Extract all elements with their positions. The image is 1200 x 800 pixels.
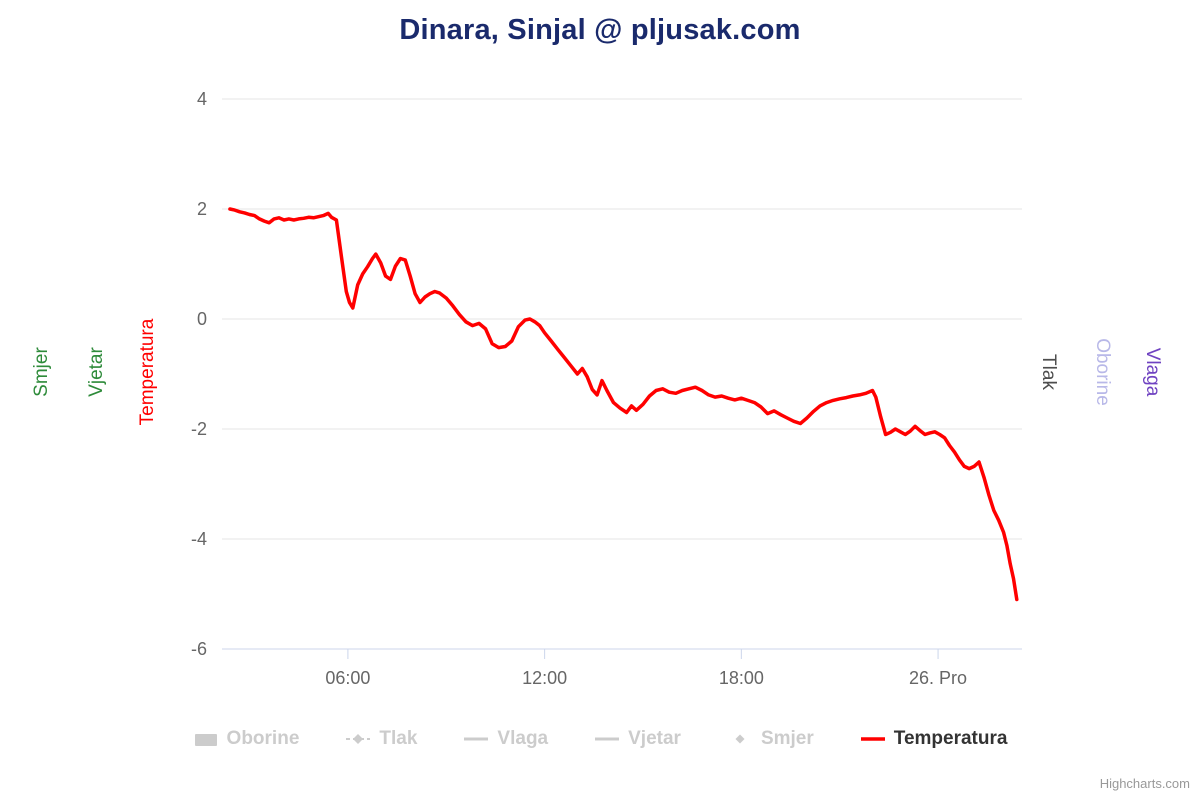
x-axis-label: 18:00: [719, 668, 764, 688]
legend-label: Vlaga: [497, 728, 549, 749]
x-axis-label: 12:00: [522, 668, 567, 688]
legend-label: Smjer: [760, 728, 814, 749]
y-axis-label: -4: [191, 529, 207, 549]
axis-title-vlaga: Vlaga: [1142, 347, 1163, 397]
highcharts-credit-link[interactable]: Highcharts.com: [1099, 776, 1190, 791]
diamond-marker-icon: [735, 734, 745, 744]
line-swatch-icon: [860, 737, 885, 741]
legend-item-tlak[interactable]: Tlak: [345, 728, 417, 750]
legend-label: Temperatura: [893, 728, 1008, 749]
y-axis-label: -2: [191, 419, 207, 439]
axis-title-temperatura: Temperatura: [137, 318, 158, 426]
y-axis-label: -6: [191, 639, 207, 659]
chart-title: Dinara, Sinjal @ pljusak.com: [399, 14, 801, 46]
x-axis-label: 26. Pro: [909, 668, 967, 688]
axis-title-oborine: Oborine: [1092, 338, 1113, 406]
line-swatch-icon: [595, 737, 620, 741]
x-axis-label: 06:00: [325, 668, 370, 688]
legend-label: Oborine: [226, 728, 300, 749]
temperature-line: [228, 207, 1019, 602]
axis-title-vjetar: Vjetar: [86, 347, 107, 397]
legend: Oborine Tlak Vlaga Vjetar Smjer Temperat…: [0, 728, 1200, 750]
legend-label: Tlak: [379, 728, 418, 749]
axis-title-smjer: Smjer: [31, 347, 52, 397]
column-swatch-icon: [194, 734, 217, 746]
y-axis-label: 0: [197, 309, 207, 329]
line-swatch-icon: [464, 737, 489, 741]
legend-item-vjetar[interactable]: Vjetar: [594, 728, 681, 750]
legend-item-smjer[interactable]: Smjer: [727, 728, 814, 750]
y-axis-label: 2: [197, 199, 207, 219]
axis-title-tlak: Tlak: [1038, 354, 1059, 390]
legend-item-oborine[interactable]: Oborine: [193, 728, 300, 750]
y-axis-label: 4: [197, 89, 207, 109]
legend-item-temperatura[interactable]: Temperatura: [860, 728, 1008, 750]
legend-label: Vjetar: [628, 728, 681, 749]
dash-diamond-swatch-icon: [346, 734, 371, 744]
legend-item-vlaga[interactable]: Vlaga: [463, 728, 548, 750]
